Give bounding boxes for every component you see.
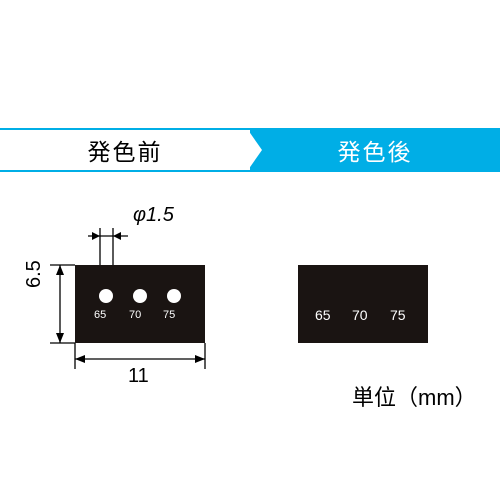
- dim-height-label: 6.5: [23, 260, 46, 288]
- tab-arrow-inner-icon: [248, 130, 262, 170]
- dot-1: [99, 289, 113, 303]
- tab-after-label: 発色後: [338, 133, 413, 167]
- dim-width-label: 11: [128, 365, 149, 388]
- chip-before-temp-2: 70: [129, 309, 141, 321]
- chip-after-temp-1: 65: [315, 307, 331, 323]
- chip-after-temp-3: 75: [390, 307, 406, 323]
- dim-hole-label: φ1.5: [133, 204, 174, 227]
- tab-after: 発色後: [250, 128, 500, 172]
- unit-label: 単位（mm）: [352, 380, 477, 412]
- dot-3: [167, 289, 181, 303]
- chip-before-temp-3: 75: [163, 309, 175, 321]
- chip-after-temp-2: 70: [352, 307, 368, 323]
- chip-after: 65 70 75: [298, 265, 428, 343]
- diagram-area: 65 70 75 65 70 75 6.5 11 φ1.5: [0, 200, 500, 430]
- tab-before: 発色前: [0, 128, 250, 172]
- tab-before-label: 発色前: [88, 133, 163, 167]
- dot-2: [133, 289, 147, 303]
- state-tabs: 発色前 発色後: [0, 128, 500, 172]
- chip-before-temp-1: 65: [94, 309, 106, 321]
- chip-before: 65 70 75: [75, 265, 205, 343]
